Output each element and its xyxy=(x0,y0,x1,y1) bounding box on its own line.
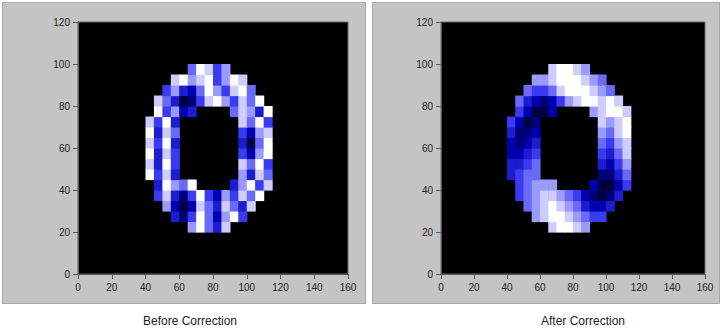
svg-text:60: 60 xyxy=(59,143,71,154)
svg-text:160: 160 xyxy=(340,282,357,293)
svg-text:0: 0 xyxy=(438,282,444,293)
svg-text:Before Correction: Before Correction xyxy=(143,314,237,328)
svg-text:120: 120 xyxy=(53,17,70,28)
svg-text:60: 60 xyxy=(534,282,546,293)
svg-text:60: 60 xyxy=(422,143,434,154)
svg-text:0: 0 xyxy=(427,269,433,280)
svg-text:120: 120 xyxy=(416,17,433,28)
svg-text:80: 80 xyxy=(207,282,219,293)
svg-text:60: 60 xyxy=(174,282,186,293)
svg-text:40: 40 xyxy=(59,185,71,196)
svg-text:80: 80 xyxy=(59,101,71,112)
svg-text:40: 40 xyxy=(501,282,513,293)
svg-text:120: 120 xyxy=(631,282,648,293)
svg-text:140: 140 xyxy=(664,282,681,293)
svg-text:80: 80 xyxy=(567,282,579,293)
svg-text:20: 20 xyxy=(422,227,434,238)
svg-text:0: 0 xyxy=(64,269,70,280)
svg-text:140: 140 xyxy=(306,282,323,293)
svg-text:40: 40 xyxy=(422,185,434,196)
svg-text:20: 20 xyxy=(106,282,118,293)
svg-text:0: 0 xyxy=(75,282,81,293)
svg-text:20: 20 xyxy=(468,282,480,293)
svg-text:80: 80 xyxy=(422,101,434,112)
svg-text:After Correction: After Correction xyxy=(541,314,625,328)
svg-text:100: 100 xyxy=(238,282,255,293)
svg-text:160: 160 xyxy=(697,282,714,293)
svg-text:120: 120 xyxy=(272,282,289,293)
svg-text:100: 100 xyxy=(53,59,70,70)
svg-text:40: 40 xyxy=(140,282,152,293)
svg-text:100: 100 xyxy=(598,282,615,293)
svg-text:20: 20 xyxy=(59,227,71,238)
svg-text:100: 100 xyxy=(416,59,433,70)
